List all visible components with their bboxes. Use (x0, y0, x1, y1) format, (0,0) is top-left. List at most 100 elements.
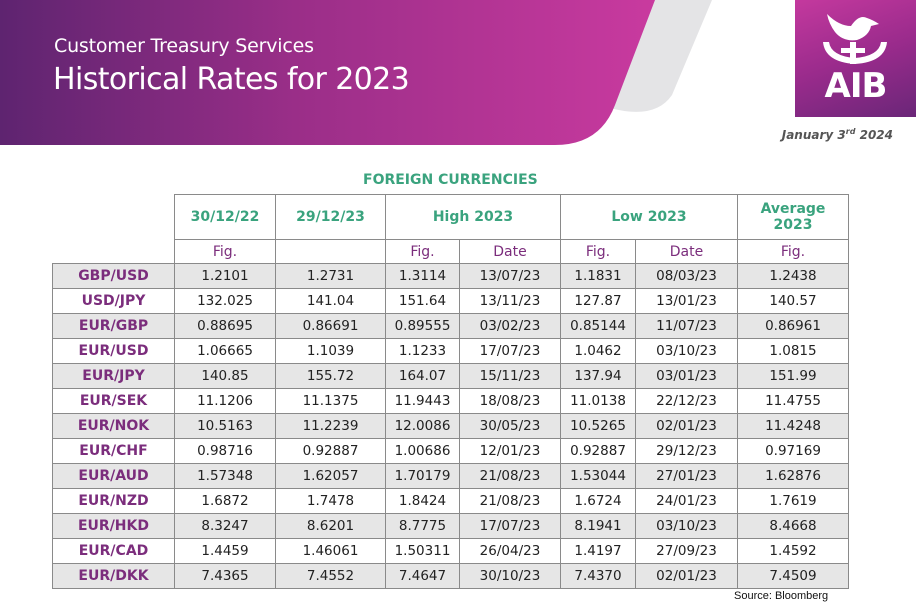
col-header-29-12-23: 29/12/23 (275, 194, 386, 240)
rate-cell-c2: 0.86691 (275, 313, 386, 339)
rate-cell-high: 12.0086 (385, 413, 460, 439)
rate-cell-c1: 0.98716 (174, 438, 276, 464)
rate-cell-avg: 151.99 (737, 363, 849, 389)
rate-cell-avg: 0.97169 (737, 438, 849, 464)
rate-cell-low-date: 03/10/23 (635, 338, 738, 364)
col-header-high: High 2023 (385, 194, 561, 240)
rate-cell-low-date: 02/01/23 (635, 563, 738, 589)
rate-cell-high-date: 17/07/23 (459, 513, 561, 539)
rate-cell-c2: 1.1039 (275, 338, 386, 364)
rate-cell-high: 8.7775 (385, 513, 460, 539)
currency-pair: EUR/NOK (52, 413, 175, 439)
table-row: EUR/CHF 0.98716 0.92887 1.00686 12/01/23 0.92… (52, 438, 849, 464)
table-row: EUR/HKD 8.3247 8.6201 8.7775 17/07/23 8.1941 0… (52, 513, 849, 539)
rate-cell-low-date: 03/10/23 (635, 513, 738, 539)
rate-cell-low: 1.1831 (560, 263, 636, 289)
rate-cell-high: 164.07 (385, 363, 460, 389)
table-row: EUR/NZD 1.6872 1.7478 1.8424 21/08/23 1.6724 2… (52, 488, 849, 514)
rate-cell-high: 11.9443 (385, 388, 460, 414)
subheader-low-fig: Fig. (560, 239, 636, 264)
rate-cell-avg: 8.4668 (737, 513, 849, 539)
rate-cell-avg: 1.2438 (737, 263, 849, 289)
rate-cell-c2: 1.2731 (275, 263, 386, 289)
rate-cell-avg: 0.86961 (737, 313, 849, 339)
rate-cell-low-date: 11/07/23 (635, 313, 738, 339)
rate-cell-high-date: 26/04/23 (459, 538, 561, 564)
rate-cell-c2: 8.6201 (275, 513, 386, 539)
logo-text: AIB (824, 66, 888, 106)
rate-cell-high-date: 30/10/23 (459, 563, 561, 589)
currency-pair: EUR/GBP (52, 313, 175, 339)
rate-cell-low: 127.87 (560, 288, 636, 314)
rate-cell-c1: 140.85 (174, 363, 276, 389)
rate-cell-avg: 1.0815 (737, 338, 849, 364)
table-row: GBP/USD 1.2101 1.2731 1.3114 13/07/23 1.1831 0… (52, 263, 849, 289)
col-header-average: Average 2023 (737, 194, 849, 240)
table-row: EUR/AUD 1.57348 1.62057 1.70179 21/08/23 1.53… (52, 463, 849, 489)
rate-cell-low: 10.5265 (560, 413, 636, 439)
rate-cell-low-date: 08/03/23 (635, 263, 738, 289)
rate-cell-high-date: 12/01/23 (459, 438, 561, 464)
report-date: January 3rd 2024 (781, 127, 893, 142)
rate-cell-c2: 1.46061 (275, 538, 386, 564)
currency-pair: EUR/HKD (52, 513, 175, 539)
rate-cell-low: 0.92887 (560, 438, 636, 464)
section-title: FOREIGN CURRENCIES (363, 172, 538, 188)
rate-cell-high-date: 18/08/23 (459, 388, 561, 414)
rate-cell-low-date: 27/01/23 (635, 463, 738, 489)
rate-cell-avg: 11.4755 (737, 388, 849, 414)
table-row: EUR/SEK 11.1206 11.1375 11.9443 18/08/23 11.0… (52, 388, 849, 414)
rate-cell-c1: 8.3247 (174, 513, 276, 539)
rate-cell-c1: 11.1206 (174, 388, 276, 414)
rate-cell-c1: 1.06665 (174, 338, 276, 364)
rate-cell-low-date: 13/01/23 (635, 288, 738, 314)
currency-pair: EUR/DKK (52, 563, 175, 589)
currency-pair: EUR/JPY (52, 363, 175, 389)
rate-cell-low: 7.4370 (560, 563, 636, 589)
rate-cell-high-date: 13/11/23 (459, 288, 561, 314)
rate-cell-c1: 1.6872 (174, 488, 276, 514)
currency-pair: EUR/SEK (52, 388, 175, 414)
rate-cell-avg: 11.4248 (737, 413, 849, 439)
rate-cell-c1: 1.2101 (174, 263, 276, 289)
rate-cell-high-date: 03/02/23 (459, 313, 561, 339)
currency-pair: EUR/NZD (52, 488, 175, 514)
subheader-blank (275, 239, 386, 264)
rate-cell-high-date: 30/05/23 (459, 413, 561, 439)
table-row: EUR/DKK 7.4365 7.4552 7.4647 30/10/23 7.4370 0… (52, 563, 849, 589)
rate-cell-avg: 7.4509 (737, 563, 849, 589)
subheader-high-fig: Fig. (385, 239, 460, 264)
subheader-low-date: Date (635, 239, 738, 264)
rate-cell-c2: 1.62057 (275, 463, 386, 489)
rate-cell-low: 1.53044 (560, 463, 636, 489)
rate-cell-c2: 141.04 (275, 288, 386, 314)
rate-cell-low-date: 03/01/23 (635, 363, 738, 389)
aib-logo: AIB (795, 0, 916, 117)
rate-cell-low: 1.6724 (560, 488, 636, 514)
currency-pair: EUR/AUD (52, 463, 175, 489)
rate-cell-low: 8.1941 (560, 513, 636, 539)
rate-cell-avg: 1.4592 (737, 538, 849, 564)
rate-cell-c1: 0.88695 (174, 313, 276, 339)
subheader-avg-fig: Fig. (737, 239, 849, 264)
rate-cell-low: 0.85144 (560, 313, 636, 339)
currency-pair: USD/JPY (52, 288, 175, 314)
rate-cell-high: 1.50311 (385, 538, 460, 564)
rate-cell-c2: 7.4552 (275, 563, 386, 589)
rate-cell-high-date: 21/08/23 (459, 488, 561, 514)
currency-pair: EUR/CHF (52, 438, 175, 464)
rate-cell-high: 151.64 (385, 288, 460, 314)
table-row: EUR/GBP 0.88695 0.86691 0.89555 03/02/23 0.85… (52, 313, 849, 339)
subheader-high-date: Date (459, 239, 561, 264)
rate-cell-low: 11.0138 (560, 388, 636, 414)
subheader-fig: Fig. (174, 239, 276, 264)
rates-table: 30/12/22 29/12/23 High 2023 Low 2023 Ave… (52, 194, 849, 589)
rate-cell-avg: 1.7619 (737, 488, 849, 514)
rate-cell-c2: 1.7478 (275, 488, 386, 514)
rate-cell-c1: 7.4365 (174, 563, 276, 589)
rate-cell-high: 0.89555 (385, 313, 460, 339)
table-row: EUR/JPY 140.85 155.72 164.07 15/11/23 137.94 0… (52, 363, 849, 389)
rate-cell-low-date: 27/09/23 (635, 538, 738, 564)
rate-cell-high-date: 21/08/23 (459, 463, 561, 489)
table-row: EUR/USD 1.06665 1.1039 1.1233 17/07/23 1.0462… (52, 338, 849, 364)
